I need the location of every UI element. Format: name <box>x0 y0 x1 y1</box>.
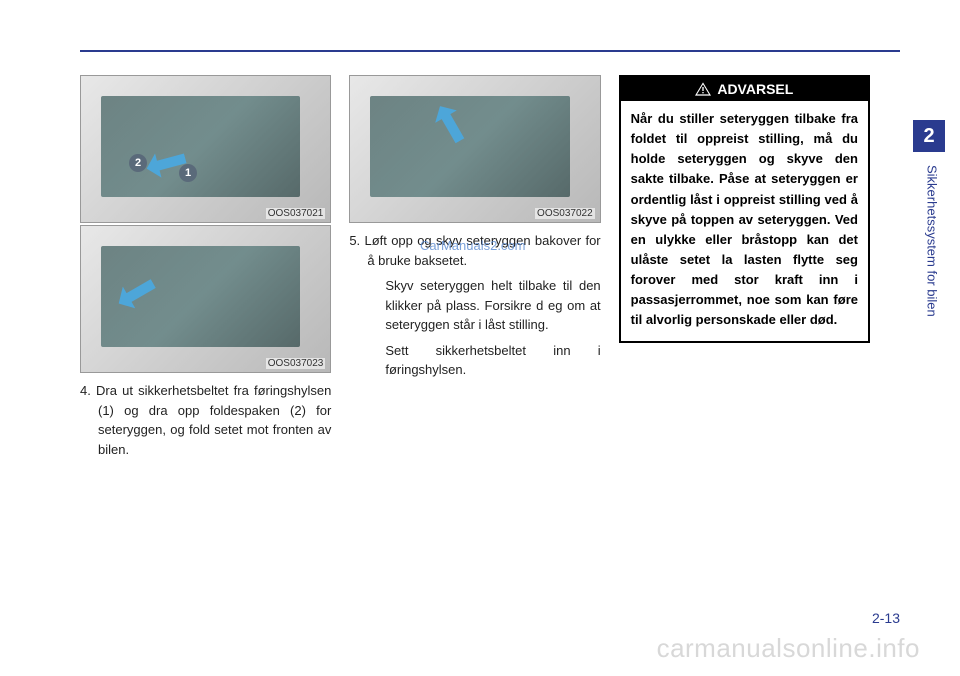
figure-2-code: OOS037023 <box>266 358 326 369</box>
top-rule <box>80 50 900 52</box>
figure-1-badge-2: 2 <box>129 154 147 172</box>
warning-header: ADVARSEL <box>621 77 868 101</box>
figure-1-badge-1: 1 <box>179 164 197 182</box>
step-5-cont1: Skyv seteryggen helt tilbake til den kli… <box>367 276 600 335</box>
warning-title: ADVARSEL <box>717 81 793 97</box>
watermark-footer: carmanualsonline.info <box>657 633 920 664</box>
content-area: 2 1 OOS037021 OOS037023 4. Dra ut sikker… <box>80 75 870 459</box>
figure-3-interior <box>370 96 569 197</box>
column-2: OOS037022 5. Løft opp og skyv seteryggen… <box>349 75 600 459</box>
figure-1: 2 1 OOS037021 <box>80 75 331 223</box>
column-1: 2 1 OOS037021 OOS037023 4. Dra ut sikker… <box>80 75 331 459</box>
figure-3-code: OOS037022 <box>535 208 595 219</box>
step-4-body: Dra ut sikkerhetsbeltet fra føringshylse… <box>96 383 331 457</box>
chapter-label: Sikkerhetssystem for bilen <box>922 165 942 405</box>
step-5-cont2: Sett sikkerhetsbeltet inn i føringshylse… <box>367 341 600 380</box>
chapter-tab: 2 <box>913 120 945 152</box>
page-number: 2-13 <box>872 610 900 626</box>
figure-1-code: OOS037021 <box>266 208 326 219</box>
figure-1-interior <box>101 96 300 197</box>
warning-triangle-icon <box>695 82 711 96</box>
step-5-num: 5. <box>349 233 360 248</box>
column-3: ADVARSEL Når du stiller seteryggen tilba… <box>619 75 870 459</box>
step-4-num: 4. <box>80 383 91 398</box>
figure-3: OOS037022 <box>349 75 600 223</box>
warning-box: ADVARSEL Når du stiller seteryggen tilba… <box>619 75 870 343</box>
step-4-text: 4. Dra ut sikkerhetsbeltet fra føringshy… <box>80 381 331 459</box>
figure-2: OOS037023 <box>80 225 331 373</box>
step-5-text: 5. Løft opp og skyv seteryggen bakover f… <box>349 231 600 380</box>
watermark-mid: CarManuals2.com <box>420 238 526 253</box>
warning-body: Når du stiller seteryggen tilbake fra fo… <box>621 101 868 341</box>
